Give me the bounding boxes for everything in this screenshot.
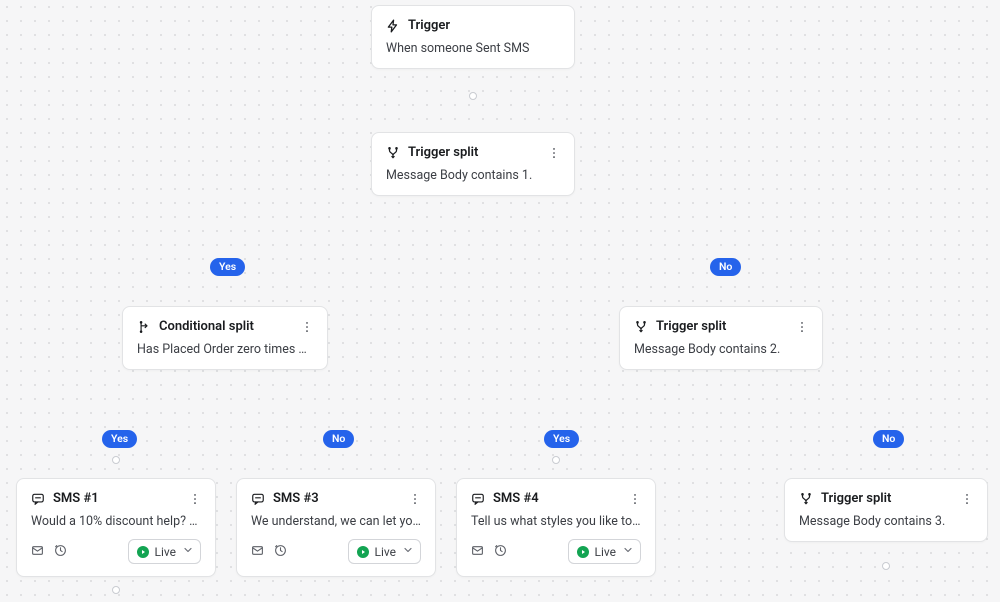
node-head: Trigger split [634, 319, 808, 334]
branch-icon [799, 492, 813, 506]
node-subtitle: We understand, we can let you know whe..… [251, 514, 421, 529]
node-sms4[interactable]: SMS #4 Tell us what styles you like to ge… [456, 478, 656, 577]
flow-canvas[interactable]: Trigger When someone Sent SMS Trigger spli… [0, 0, 1000, 602]
connector-dot[interactable] [469, 92, 477, 100]
node-title: Trigger split [656, 319, 726, 334]
clock-icon [54, 542, 67, 561]
chevron-down-icon [402, 544, 414, 559]
node-split3[interactable]: Trigger split Message Body contains 3. [784, 478, 988, 542]
status-label: Live [155, 545, 176, 559]
node-menu-button[interactable] [625, 489, 645, 509]
node-subtitle: Tell us what styles you like to get cust… [471, 514, 641, 529]
node-menu-button[interactable] [792, 317, 812, 337]
node-subtitle: Would a 10% discount help? Use code G... [31, 514, 201, 529]
node-head: Trigger split [386, 145, 560, 160]
node-title: SMS #1 [53, 491, 99, 506]
node-footer-icons [471, 542, 507, 561]
node-head: Trigger [386, 18, 560, 33]
connector-dot[interactable] [112, 586, 120, 594]
node-title: Conditional split [159, 319, 254, 334]
node-cond[interactable]: Conditional split Has Placed Order zero t… [122, 306, 328, 370]
node-trigger[interactable]: Trigger When someone Sent SMS [371, 5, 575, 69]
node-head: SMS #3 [251, 491, 421, 506]
node-footer-icons [31, 542, 67, 561]
branch-label-no: No [873, 430, 904, 448]
status-select[interactable]: Live [128, 539, 201, 564]
branch-label-no: No [323, 430, 354, 448]
status-live-icon [357, 546, 369, 558]
node-title: Trigger [408, 18, 450, 33]
sms-icon [251, 492, 265, 506]
node-title: SMS #3 [273, 491, 319, 506]
node-head: Conditional split [137, 319, 313, 334]
node-subtitle: Message Body contains 3. [799, 514, 973, 529]
connector-dot[interactable] [882, 562, 890, 570]
status-label: Live [375, 545, 396, 559]
node-split2[interactable]: Trigger split Message Body contains 2. [619, 306, 823, 370]
branch-label-yes: Yes [210, 258, 245, 276]
bolt-icon [386, 19, 400, 33]
node-split1[interactable]: Trigger split Message Body contains 1. [371, 132, 575, 196]
clock-icon [494, 542, 507, 561]
node-menu-button[interactable] [544, 143, 564, 163]
chevron-down-icon [182, 544, 194, 559]
node-title: Trigger split [821, 491, 891, 506]
node-menu-button[interactable] [405, 489, 425, 509]
clock-icon [274, 542, 287, 561]
mail-icon [251, 542, 264, 561]
status-select[interactable]: Live [568, 539, 641, 564]
node-head: Trigger split [799, 491, 973, 506]
node-menu-button[interactable] [957, 489, 977, 509]
branch-icon [634, 320, 648, 334]
status-select[interactable]: Live [348, 539, 421, 564]
node-footer-icons [251, 542, 287, 561]
node-head: SMS #4 [471, 491, 641, 506]
node-subtitle: Has Placed Order zero times over all tim… [137, 342, 313, 357]
node-sms3[interactable]: SMS #3 We understand, we can let you know… [236, 478, 436, 577]
connector-lines [0, 0, 300, 150]
node-title: SMS #4 [493, 491, 539, 506]
mail-icon [31, 542, 44, 561]
sms-icon [31, 492, 45, 506]
status-live-icon [137, 546, 149, 558]
node-menu-button[interactable] [297, 317, 317, 337]
branch-right-icon [137, 320, 151, 334]
node-footer: Live [251, 539, 421, 564]
node-sms1[interactable]: SMS #1 Would a 10% discount help? Use cod… [16, 478, 216, 577]
branch-label-yes: Yes [102, 430, 137, 448]
chevron-down-icon [622, 544, 634, 559]
connector-dot[interactable] [552, 456, 560, 464]
node-footer: Live [471, 539, 641, 564]
status-live-icon [577, 546, 589, 558]
node-footer: Live [31, 539, 201, 564]
branch-icon [386, 146, 400, 160]
connector-dot[interactable] [112, 456, 120, 464]
branch-label-no: No [710, 258, 741, 276]
node-subtitle: Message Body contains 2. [634, 342, 808, 357]
mail-icon [471, 542, 484, 561]
branch-label-yes: Yes [544, 430, 579, 448]
node-head: SMS #1 [31, 491, 201, 506]
node-subtitle: When someone Sent SMS [386, 41, 560, 56]
node-title: Trigger split [408, 145, 478, 160]
node-menu-button[interactable] [185, 489, 205, 509]
sms-icon [471, 492, 485, 506]
status-label: Live [595, 545, 616, 559]
node-subtitle: Message Body contains 1. [386, 168, 560, 183]
